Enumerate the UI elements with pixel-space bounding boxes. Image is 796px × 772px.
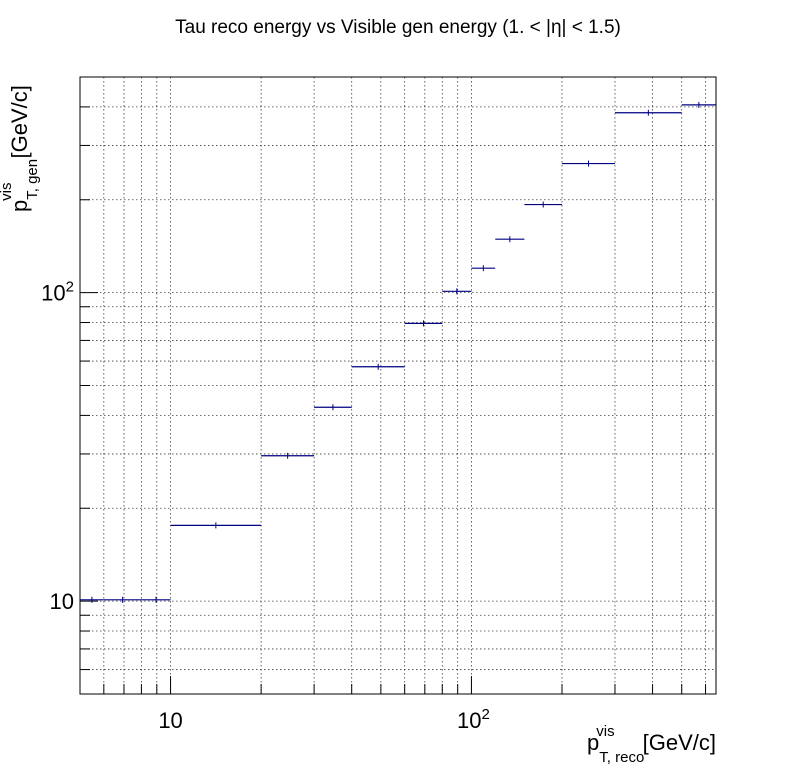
x-axis-label-subscript: T, reco — [599, 749, 644, 766]
x-axis-label-main: p — [587, 730, 599, 755]
x-tick-label: 10 — [158, 708, 182, 733]
x-axis-label: pT, reco vis [GeV/c] — [587, 723, 716, 766]
y-axis-label: pT, gen vis [GeV/c] — [0, 85, 41, 212]
y-axis-label-unit: [GeV/c] — [7, 85, 32, 158]
y-axis-label-main: p — [7, 200, 32, 212]
y-tick-label: 102 — [41, 279, 74, 306]
axis-ticks — [79, 76, 707, 695]
tick-labels: 10 102 10 102 — [41, 279, 490, 733]
plot-frame — [79, 76, 717, 695]
y-tick-label: 10 — [50, 589, 74, 614]
grid — [79, 76, 716, 695]
x-tick-label: 102 — [457, 706, 490, 733]
y-axis-label-superscript: vis — [0, 183, 15, 201]
chart-title: Tau reco energy vs Visible gen energy (1… — [175, 17, 621, 38]
y-axis-label-subscript: T, gen — [24, 159, 41, 200]
x-axis-label-unit: [GeV/c] — [643, 730, 716, 755]
x-axis-label-superscript: vis — [596, 723, 614, 740]
data-marks — [80, 101, 716, 603]
